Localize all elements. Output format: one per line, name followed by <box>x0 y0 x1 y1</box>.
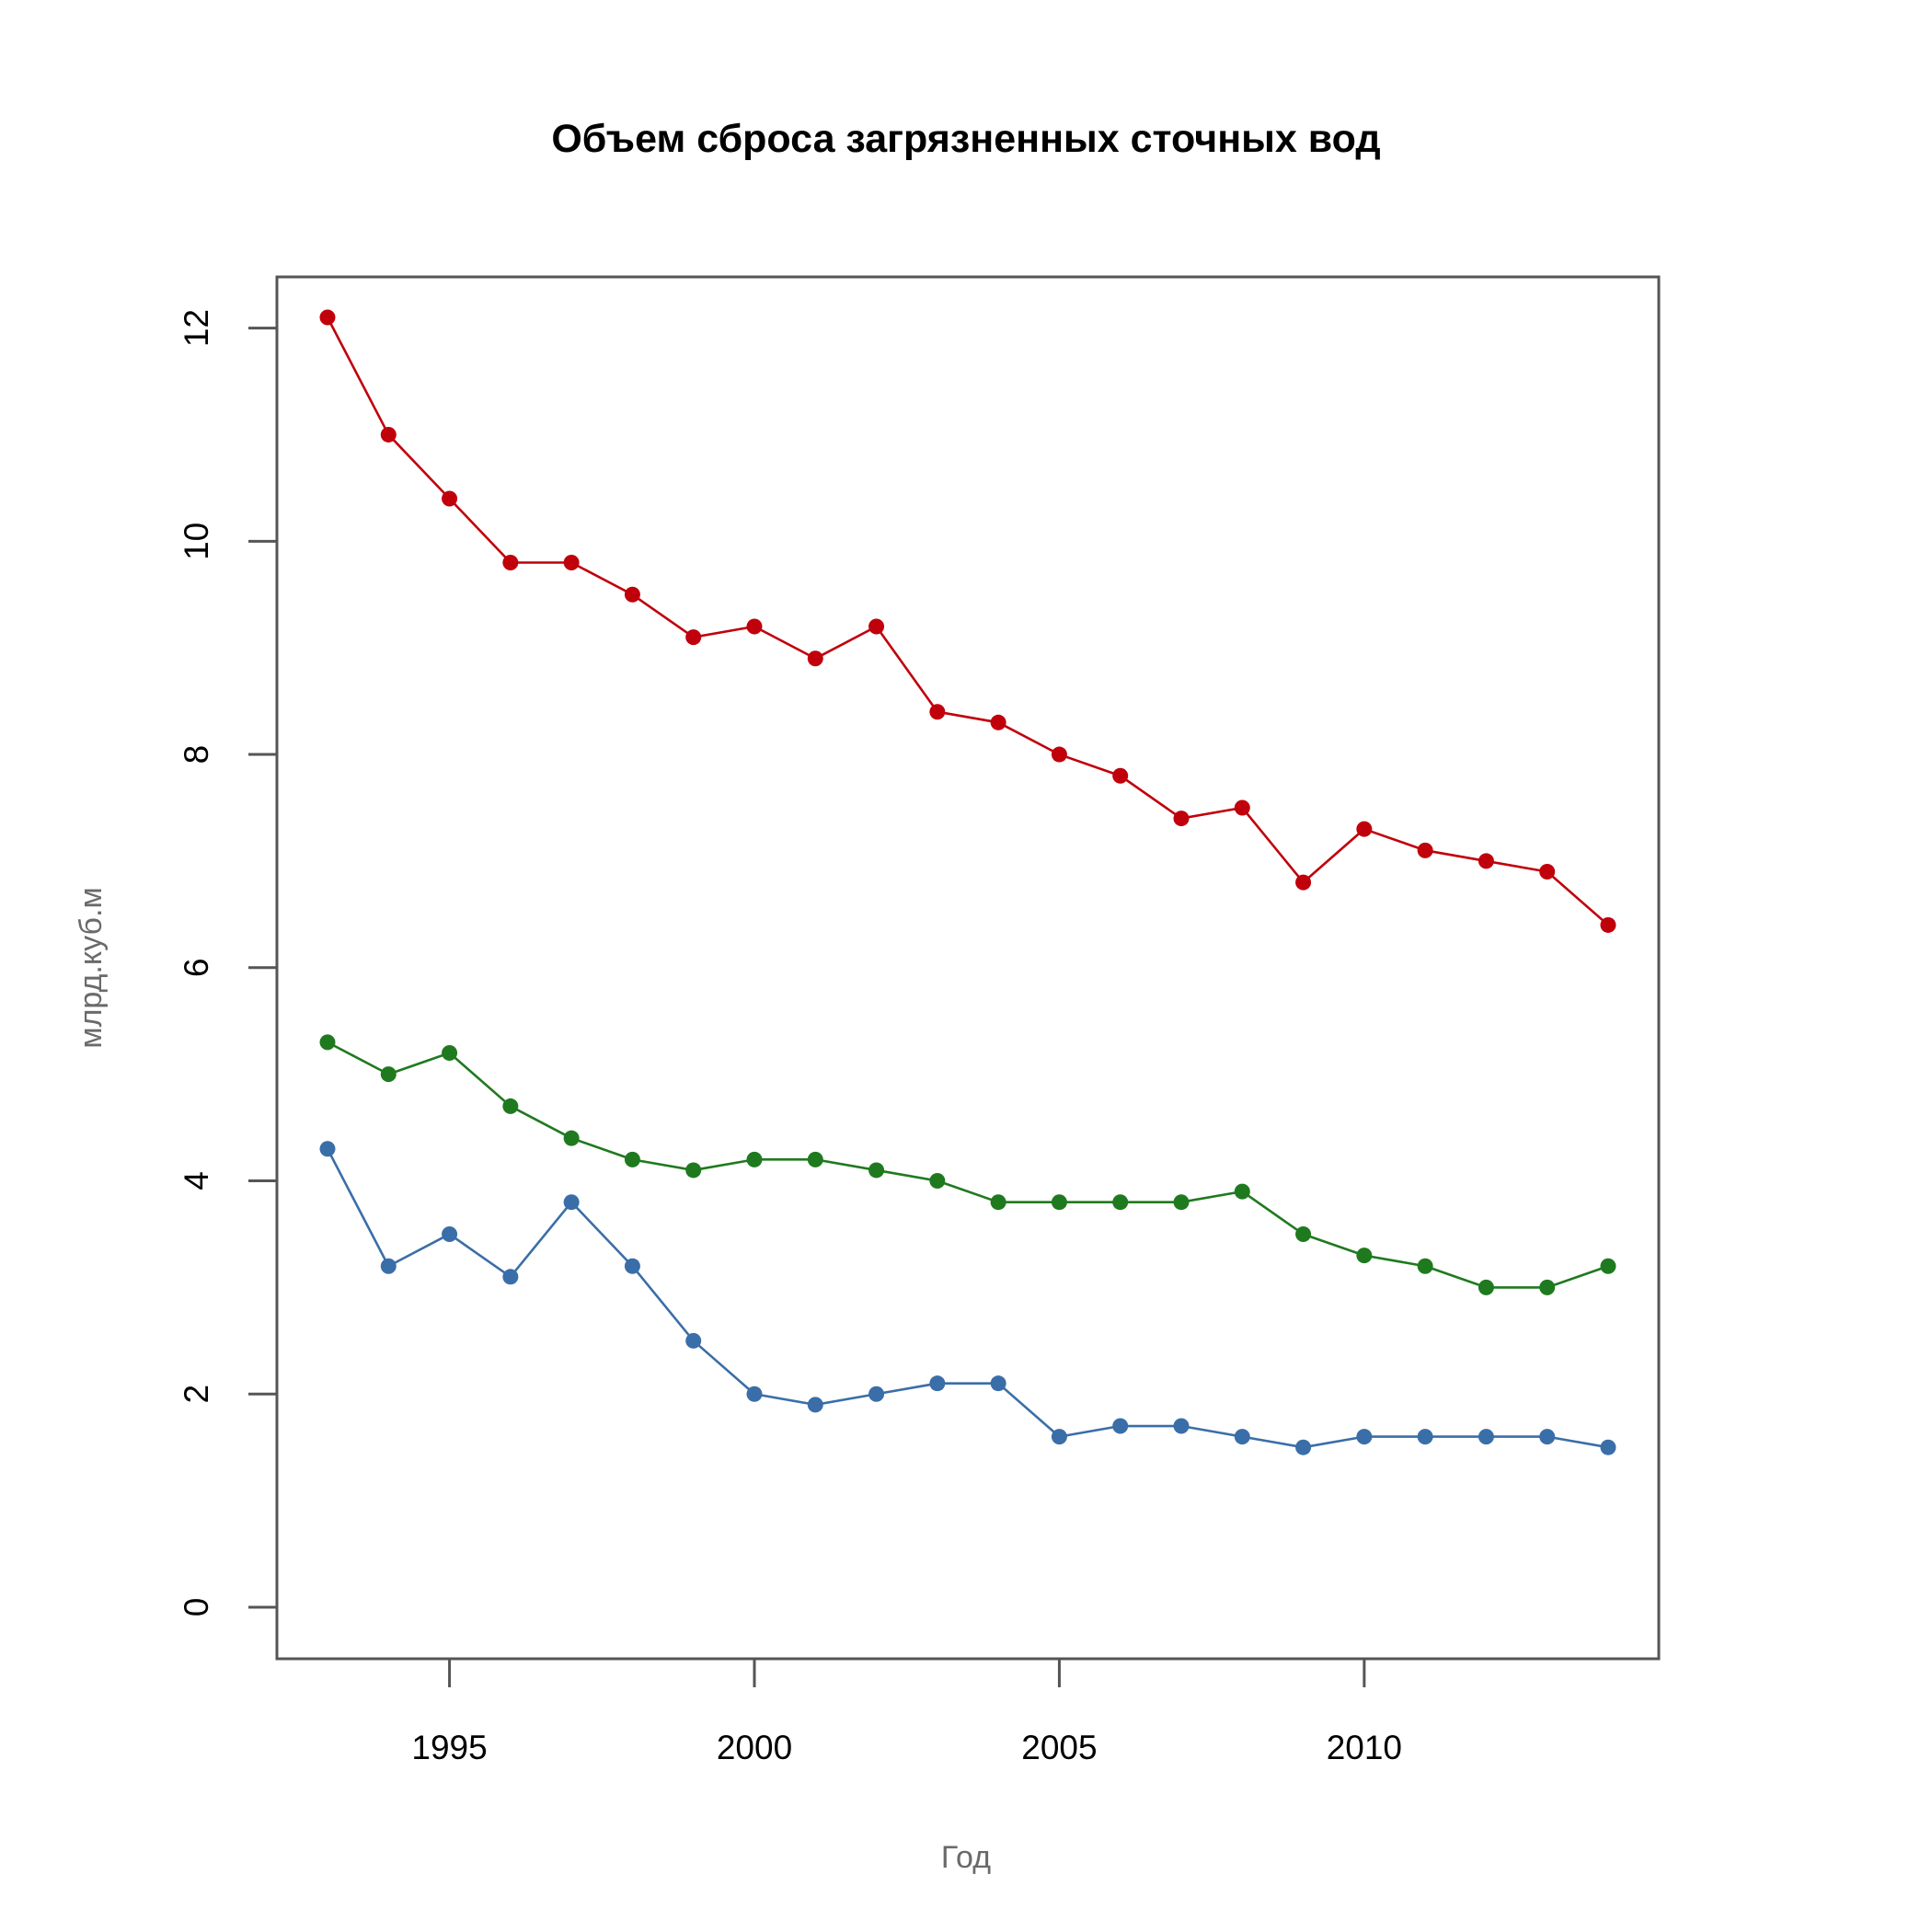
data-point <box>563 1194 580 1211</box>
y-tick-label: 0 <box>178 1598 215 1617</box>
y-tick-label: 4 <box>178 1171 215 1190</box>
data-point <box>1173 1418 1190 1434</box>
data-point <box>442 1044 458 1061</box>
data-point <box>685 1332 702 1349</box>
data-point <box>502 554 519 570</box>
data-point <box>807 650 823 667</box>
data-point <box>685 1162 702 1179</box>
series-3 <box>319 1141 1616 1455</box>
data-point <box>868 618 885 635</box>
y-tick-label: 12 <box>178 309 215 347</box>
data-point <box>319 1141 336 1157</box>
data-point <box>624 586 640 603</box>
data-point <box>807 1151 823 1167</box>
series-1 <box>319 309 1616 933</box>
series-layer <box>319 309 1616 1455</box>
data-point <box>1478 1429 1494 1445</box>
data-point <box>1417 1258 1433 1274</box>
plot-frame <box>275 275 1661 1661</box>
x-axis: 1995 2000 2005 2010 <box>411 1659 1402 1766</box>
chart-title: Объем сброса загрязненных сточных вод <box>551 117 1380 161</box>
data-point <box>1478 853 1494 869</box>
data-point <box>1234 799 1250 816</box>
data-point <box>929 1375 946 1392</box>
data-point <box>1600 1258 1616 1274</box>
data-point <box>1295 1439 1312 1455</box>
data-point <box>1478 1279 1494 1295</box>
data-point <box>746 1151 763 1167</box>
data-point <box>1600 1439 1616 1455</box>
data-point <box>746 618 763 635</box>
x-tick-label: 2000 <box>717 1729 792 1766</box>
data-point <box>1051 746 1067 763</box>
series-line <box>327 1041 1609 1289</box>
data-point <box>990 1375 1006 1392</box>
data-point <box>807 1397 823 1413</box>
data-point <box>563 554 580 570</box>
data-point <box>1417 842 1433 858</box>
data-point <box>868 1162 885 1179</box>
data-point <box>1112 767 1129 784</box>
data-point <box>502 1269 519 1285</box>
data-point <box>319 309 336 326</box>
data-point <box>1051 1194 1067 1211</box>
data-point <box>563 1130 580 1146</box>
data-point <box>746 1386 763 1402</box>
data-point <box>1356 1248 1373 1264</box>
series-line <box>326 316 1609 926</box>
y-tick-label: 2 <box>178 1385 215 1404</box>
data-point <box>990 1194 1006 1211</box>
series-line <box>326 1148 1609 1449</box>
x-tick-label: 1995 <box>411 1729 487 1766</box>
data-point <box>1539 1429 1556 1445</box>
data-point <box>929 1173 946 1190</box>
data-point <box>1234 1429 1250 1445</box>
data-point <box>442 490 458 507</box>
data-point <box>868 1386 885 1402</box>
data-point <box>1234 1183 1250 1200</box>
x-tick-label: 2010 <box>1327 1729 1402 1766</box>
data-point <box>1417 1429 1433 1445</box>
data-point <box>1356 1429 1373 1445</box>
y-axis: 0 2 4 6 8 10 12 <box>178 309 277 1616</box>
data-point <box>1112 1194 1129 1211</box>
data-point <box>1112 1418 1129 1434</box>
x-tick-label: 2005 <box>1021 1729 1097 1766</box>
data-point <box>319 1034 336 1051</box>
data-point <box>380 426 397 443</box>
data-point <box>380 1258 397 1274</box>
data-point <box>990 714 1006 730</box>
data-point <box>1173 1194 1190 1211</box>
x-axis-label: Год <box>941 1840 991 1875</box>
y-axis-label: млрд.куб.м <box>74 887 109 1049</box>
data-point <box>1600 916 1616 933</box>
data-point <box>1295 874 1312 891</box>
data-point <box>380 1066 397 1083</box>
data-point <box>929 704 946 720</box>
series-2 <box>319 1034 1616 1295</box>
y-tick-label: 10 <box>178 523 215 560</box>
data-point <box>1173 811 1190 827</box>
data-point <box>624 1151 640 1167</box>
data-point <box>1539 864 1556 880</box>
data-point <box>1051 1429 1067 1445</box>
data-point <box>1295 1225 1312 1242</box>
data-point <box>685 629 702 646</box>
data-point <box>1356 821 1373 837</box>
data-point <box>1539 1279 1556 1295</box>
y-tick-label: 6 <box>178 959 215 978</box>
data-point <box>502 1098 519 1114</box>
data-point <box>624 1258 640 1274</box>
y-tick-label: 8 <box>178 745 215 765</box>
data-point <box>442 1225 458 1242</box>
